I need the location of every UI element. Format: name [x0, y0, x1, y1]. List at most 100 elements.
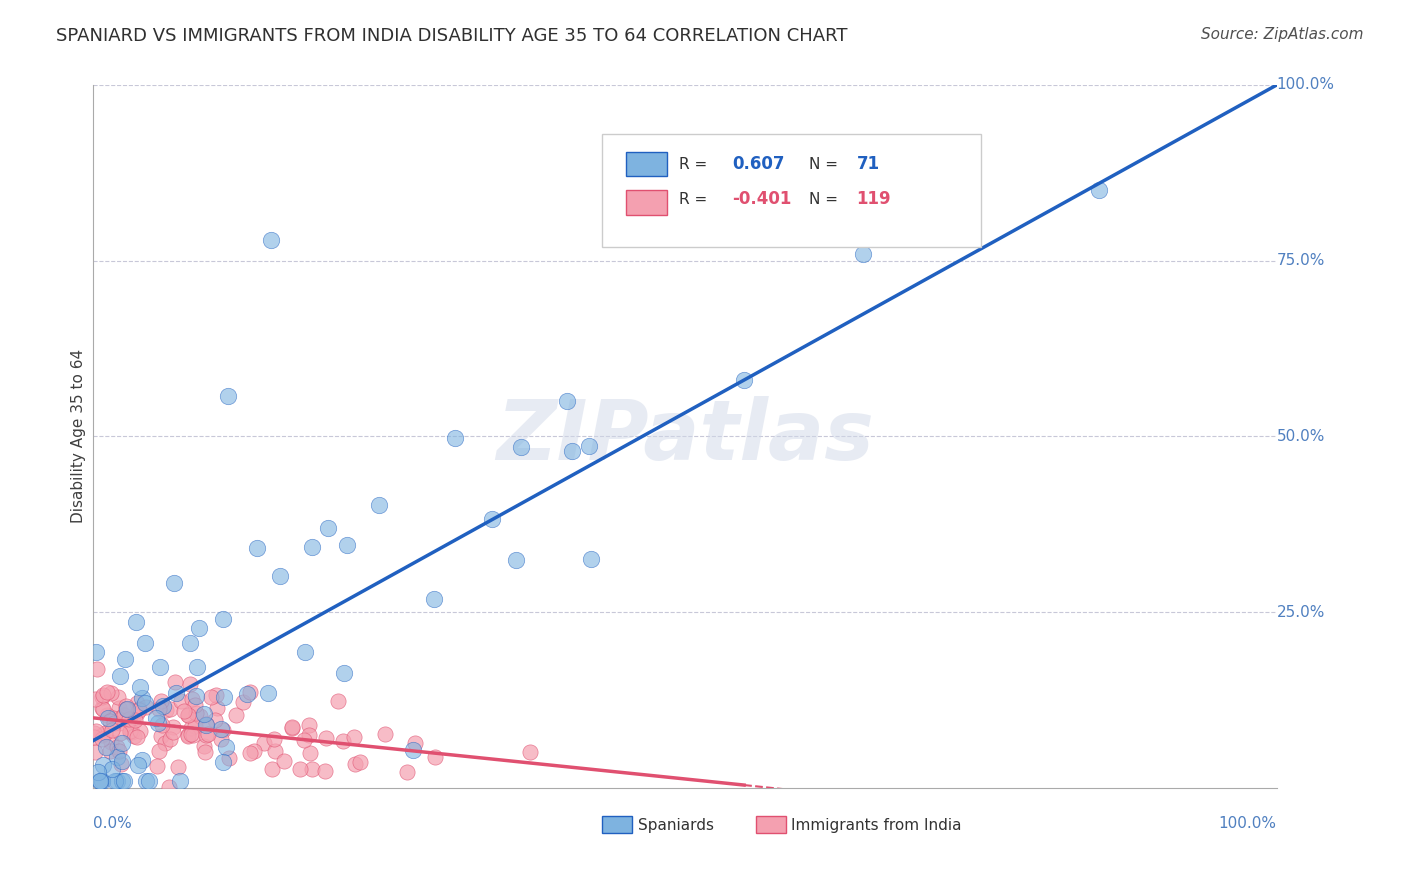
Point: [294, 645, 316, 659]
Point: [120, 724, 142, 739]
Point: [578, 439, 600, 453]
Text: -0.401: -0.401: [733, 191, 792, 209]
Point: [162, 724, 184, 739]
Point: [333, 665, 356, 680]
Point: [127, 757, 149, 772]
Point: [297, 728, 319, 742]
Point: [118, 712, 141, 726]
Point: [166, 760, 188, 774]
Point: [326, 694, 349, 708]
Point: [162, 576, 184, 591]
Point: [83, 691, 105, 706]
Point: [125, 615, 148, 630]
Point: [159, 701, 181, 715]
Point: [232, 695, 254, 709]
Point: [190, 708, 212, 723]
Point: [100, 685, 122, 699]
Point: [100, 762, 122, 776]
Point: [301, 762, 323, 776]
Point: [225, 708, 247, 723]
Point: [297, 718, 319, 732]
Point: [100, 735, 122, 749]
Point: [108, 744, 131, 758]
Point: [343, 756, 366, 771]
Point: [184, 689, 207, 703]
Point: [91, 728, 114, 742]
Point: [89, 773, 111, 788]
Text: N =: N =: [810, 192, 838, 207]
Point: [86, 662, 108, 676]
Point: [162, 720, 184, 734]
Point: [87, 764, 110, 779]
Text: 71: 71: [856, 155, 880, 173]
Point: [114, 652, 136, 666]
Point: [367, 499, 389, 513]
Point: [90, 773, 112, 788]
Point: [257, 686, 280, 700]
Point: [122, 729, 145, 743]
Point: [125, 706, 148, 720]
Point: [129, 680, 152, 694]
Point: [260, 233, 283, 247]
Point: [135, 773, 157, 788]
Point: [149, 660, 172, 674]
Text: 0.0%: 0.0%: [93, 816, 132, 830]
Point: [263, 732, 285, 747]
Point: [105, 773, 128, 788]
Text: R =: R =: [679, 192, 707, 207]
Point: [170, 694, 193, 708]
Point: [128, 703, 150, 717]
Point: [281, 721, 304, 735]
Point: [176, 707, 198, 722]
Point: [212, 690, 235, 704]
Point: [292, 733, 315, 747]
Point: [111, 710, 134, 724]
Point: [135, 699, 157, 714]
Point: [193, 739, 215, 753]
Point: [1088, 183, 1111, 197]
Point: [851, 246, 873, 260]
Point: [150, 694, 173, 708]
Text: 100.0%: 100.0%: [1219, 816, 1277, 830]
Point: [118, 725, 141, 739]
Point: [200, 690, 222, 704]
Point: [179, 677, 201, 691]
Point: [169, 773, 191, 788]
Point: [153, 736, 176, 750]
Point: [103, 773, 125, 788]
Point: [97, 711, 120, 725]
Point: [148, 701, 170, 715]
Point: [125, 696, 148, 710]
Point: [105, 750, 128, 764]
Point: [84, 644, 107, 658]
Point: [423, 592, 446, 607]
Point: [194, 728, 217, 742]
FancyBboxPatch shape: [602, 816, 631, 833]
Point: [209, 722, 232, 736]
Y-axis label: Disability Age 35 to 64: Disability Age 35 to 64: [72, 350, 86, 524]
Point: [91, 732, 114, 747]
Point: [404, 735, 426, 749]
Point: [336, 538, 359, 552]
Point: [89, 773, 111, 788]
Point: [84, 723, 107, 738]
Point: [262, 762, 284, 776]
Point: [243, 743, 266, 757]
Point: [374, 727, 396, 741]
Point: [90, 690, 112, 704]
Point: [125, 731, 148, 745]
Point: [316, 521, 339, 535]
Point: [83, 725, 105, 739]
Point: [395, 765, 418, 780]
Point: [332, 733, 354, 747]
Point: [177, 728, 200, 742]
Point: [236, 687, 259, 701]
Point: [93, 725, 115, 739]
Point: [110, 756, 132, 771]
Point: [194, 745, 217, 759]
Point: [98, 714, 121, 728]
Point: [131, 753, 153, 767]
Point: [204, 688, 226, 702]
Text: 25.0%: 25.0%: [1277, 605, 1324, 620]
Point: [96, 740, 118, 755]
